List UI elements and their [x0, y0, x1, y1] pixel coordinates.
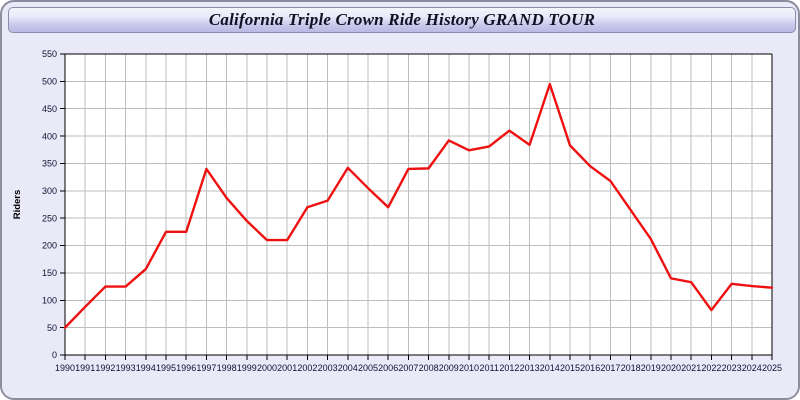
svg-text:100: 100 — [42, 295, 57, 305]
chart-panel: 0 50 100 150 200 250 300 350 400 450 500 550 1990 19… — [2, 40, 798, 398]
svg-text:1996: 1996 — [176, 363, 196, 373]
svg-text:2012: 2012 — [499, 363, 519, 373]
svg-text:50: 50 — [47, 323, 57, 333]
axis-lines — [64, 53, 773, 356]
data-series-line — [63, 82, 774, 329]
svg-text:2009: 2009 — [439, 363, 459, 373]
svg-text:150: 150 — [42, 268, 57, 278]
svg-text:1992: 1992 — [95, 363, 115, 373]
svg-text:1999: 1999 — [237, 363, 257, 373]
svg-text:2025: 2025 — [762, 363, 782, 373]
svg-text:2018: 2018 — [621, 363, 641, 373]
svg-text:2016: 2016 — [580, 363, 600, 373]
svg-text:0: 0 — [52, 350, 57, 360]
svg-text:2001: 2001 — [277, 363, 297, 373]
svg-text:2008: 2008 — [419, 363, 439, 373]
plot-area — [65, 54, 772, 355]
svg-text:2021: 2021 — [681, 363, 701, 373]
svg-text:2000: 2000 — [257, 363, 277, 373]
svg-text:2013: 2013 — [520, 363, 540, 373]
svg-text:2023: 2023 — [722, 363, 742, 373]
svg-text:2022: 2022 — [701, 363, 721, 373]
svg-text:1993: 1993 — [116, 363, 136, 373]
svg-text:500: 500 — [42, 77, 57, 87]
svg-text:2020: 2020 — [661, 363, 681, 373]
svg-text:2003: 2003 — [318, 363, 338, 373]
svg-text:2015: 2015 — [560, 363, 580, 373]
svg-text:400: 400 — [42, 131, 57, 141]
svg-text:1997: 1997 — [196, 363, 216, 373]
svg-text:2005: 2005 — [358, 363, 378, 373]
svg-text:550: 550 — [42, 49, 57, 59]
svg-text:2004: 2004 — [338, 363, 358, 373]
svg-text:2019: 2019 — [641, 363, 661, 373]
y-axis-label: Riders — [12, 190, 23, 220]
svg-text:250: 250 — [42, 213, 57, 223]
y-axis-ticks: 0 50 100 150 200 250 300 350 400 450 500 550 — [42, 49, 65, 360]
window-titlebar: California Triple Crown Ride History GRA… — [8, 7, 796, 33]
svg-text:450: 450 — [42, 104, 57, 114]
svg-text:1994: 1994 — [136, 363, 156, 373]
svg-text:2011: 2011 — [480, 363, 499, 373]
svg-text:2006: 2006 — [378, 363, 398, 373]
svg-text:1995: 1995 — [156, 363, 176, 373]
svg-text:300: 300 — [42, 186, 57, 196]
svg-text:1998: 1998 — [217, 363, 237, 373]
svg-text:2017: 2017 — [600, 363, 620, 373]
svg-text:350: 350 — [42, 159, 57, 169]
svg-text:1990: 1990 — [55, 363, 75, 373]
svg-text:2010: 2010 — [459, 363, 479, 373]
svg-text:2002: 2002 — [297, 363, 317, 373]
svg-text:2014: 2014 — [540, 363, 560, 373]
svg-text:200: 200 — [42, 241, 57, 251]
svg-text:2024: 2024 — [742, 363, 762, 373]
svg-text:1991: 1991 — [75, 363, 95, 373]
svg-text:2007: 2007 — [398, 363, 418, 373]
x-axis-ticks: 1990 1991 1992 1993 1994 1995 1996 1997 1998 1999… — [55, 355, 782, 373]
page-title: California Triple Crown Ride History GRA… — [208, 10, 596, 29]
